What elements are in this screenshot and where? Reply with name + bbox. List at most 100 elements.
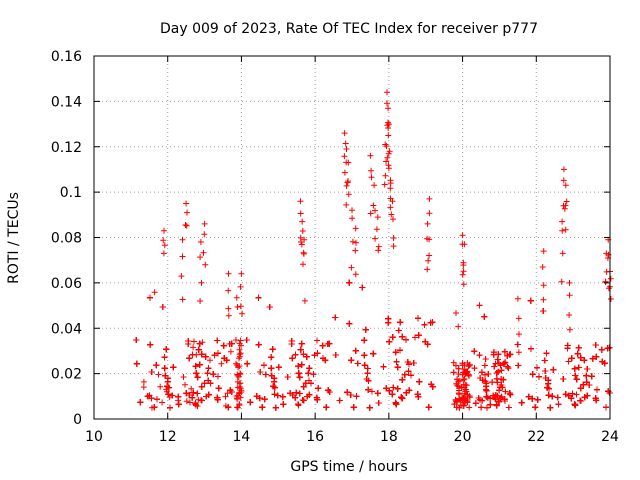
data-point-peak [342,140,349,147]
data-point-peak [540,296,547,303]
data-point [496,387,503,394]
data-point [204,370,211,377]
data-point [497,395,504,402]
data-point [547,404,554,411]
data-point [398,394,405,401]
data-point [257,369,264,375]
data-point [315,385,322,392]
data-point [471,365,478,372]
data-point [182,381,188,388]
data-point [193,370,200,377]
data-point [500,360,507,367]
data-point [148,369,155,375]
data-point [289,355,296,362]
data-point [501,348,508,355]
data-point [346,320,353,327]
data-point [300,383,307,390]
data-point-peak [426,210,433,217]
data-point [497,362,504,369]
data-point-peak [349,207,355,214]
data-point [220,342,227,349]
data-point [346,279,353,286]
data-point [299,397,306,403]
data-point [161,354,168,361]
data-point [306,377,312,384]
data-point [458,384,465,391]
data-point-peak [237,283,244,290]
data-point-peak [182,222,189,228]
data-point [295,370,302,377]
data-point [483,393,490,400]
data-point [399,333,406,340]
data-point [164,383,170,390]
data-point [374,390,381,397]
data-point-peak [225,287,232,294]
data-point [487,395,494,402]
data-point [545,377,552,384]
data-point [167,404,173,411]
data-point [361,337,368,344]
data-point-peak [197,239,204,245]
data-point [236,346,243,353]
data-point [492,396,499,403]
data-point-peak [375,247,382,254]
data-point [234,384,241,391]
data-point [144,393,151,400]
data-point [529,395,536,402]
data-point [280,401,287,408]
data-point [424,341,431,348]
data-point [574,350,581,357]
data-point [491,363,498,370]
grid-lines [94,56,610,419]
data-point [415,332,422,339]
data-point [272,404,279,411]
data-point-peak [459,232,466,239]
data-point [364,370,371,377]
data-point-peak [352,271,359,278]
data-point [415,315,421,322]
data-point-peak [385,165,392,172]
data-point [215,350,221,357]
data-point-peak [160,250,167,257]
data-point [235,392,241,399]
data-point-peak [562,182,569,189]
data-point [157,383,164,390]
data-point [261,362,267,369]
data-point [464,399,471,406]
data-point [305,370,312,377]
data-point [180,374,187,380]
data-point [428,381,435,388]
data-point-peak [607,275,614,282]
data-point [175,401,182,408]
data-point [279,393,286,400]
data-point-peak [514,295,521,302]
data-point-peak [602,279,609,286]
data-point [461,376,468,382]
data-point [462,370,469,377]
data-point [292,351,299,358]
data-point-peak [239,310,246,317]
data-point-peak [388,211,395,218]
data-point-peak [559,227,566,234]
data-point-peak [352,247,359,254]
data-point-peak [300,261,306,268]
data-point-peak [566,312,573,318]
data-point [236,340,243,347]
data-point [386,338,393,345]
data-point-peak [198,279,205,286]
data-point-peak [540,248,547,255]
data-point [472,400,479,407]
data-point [459,362,466,369]
data-point [390,384,397,391]
x-tick-label: 20 [454,429,472,445]
data-point [137,399,144,406]
data-point [569,390,576,397]
data-point [295,363,302,370]
data-point-peak [561,205,568,212]
data-point [489,379,496,386]
data-point [300,351,307,358]
data-point [194,390,201,397]
data-point [191,338,197,345]
data-point [392,399,399,406]
